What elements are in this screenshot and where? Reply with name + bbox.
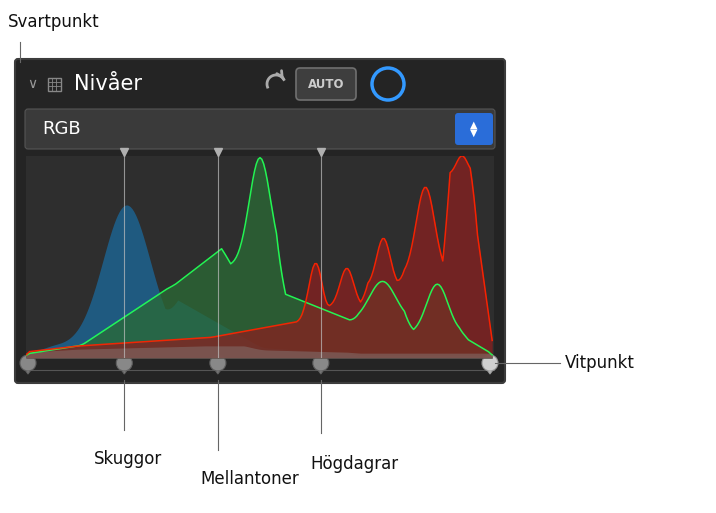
Text: Vitpunkt: Vitpunkt xyxy=(565,354,635,372)
Circle shape xyxy=(210,355,226,371)
FancyBboxPatch shape xyxy=(455,113,493,145)
Text: RGB: RGB xyxy=(42,120,81,138)
Polygon shape xyxy=(316,367,326,374)
Text: AUTO: AUTO xyxy=(308,77,344,90)
Text: ▲: ▲ xyxy=(470,120,478,130)
Circle shape xyxy=(482,355,498,371)
Text: Svartpunkt: Svartpunkt xyxy=(8,13,100,31)
FancyBboxPatch shape xyxy=(26,156,494,358)
Text: ▼: ▼ xyxy=(470,128,478,138)
Polygon shape xyxy=(485,367,495,374)
Circle shape xyxy=(116,355,132,371)
Polygon shape xyxy=(120,367,130,374)
Circle shape xyxy=(313,355,329,371)
Text: ∨: ∨ xyxy=(27,77,37,91)
FancyBboxPatch shape xyxy=(15,59,505,383)
Text: Mellantoner: Mellantoner xyxy=(200,470,299,488)
Text: Skuggor: Skuggor xyxy=(95,450,163,468)
Text: Nivåer: Nivåer xyxy=(74,74,142,94)
Text: Högdagrar: Högdagrar xyxy=(311,455,399,473)
FancyBboxPatch shape xyxy=(25,109,495,149)
Circle shape xyxy=(20,355,36,371)
Polygon shape xyxy=(23,367,33,374)
Polygon shape xyxy=(213,367,223,374)
FancyBboxPatch shape xyxy=(296,68,356,100)
